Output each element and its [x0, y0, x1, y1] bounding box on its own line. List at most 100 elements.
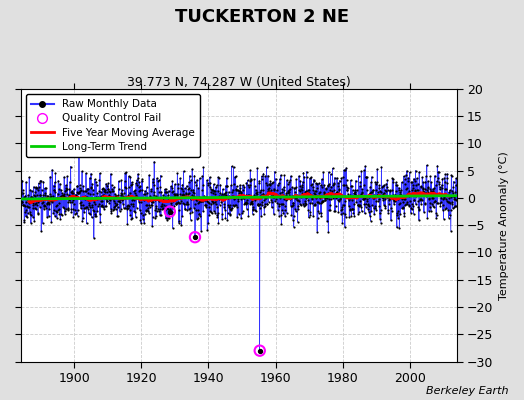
Point	[122, 185, 130, 192]
Point	[217, 196, 226, 202]
Point	[83, 204, 91, 210]
Point	[48, 198, 57, 205]
Point	[38, 195, 47, 202]
Point	[377, 194, 386, 200]
Point	[252, 208, 260, 214]
Point	[403, 184, 412, 191]
Point	[316, 193, 324, 200]
Point	[325, 196, 333, 202]
Point	[430, 184, 439, 191]
Point	[49, 182, 58, 189]
Point	[250, 206, 259, 213]
Point	[397, 186, 405, 193]
Point	[422, 173, 430, 179]
Point	[195, 175, 204, 181]
Point	[243, 197, 251, 203]
Point	[176, 199, 184, 206]
Point	[320, 191, 329, 198]
Point	[85, 204, 94, 210]
Point	[428, 200, 436, 207]
Point	[254, 201, 262, 207]
Point	[105, 192, 114, 198]
Point	[263, 182, 271, 188]
Point	[199, 164, 208, 170]
Point	[198, 198, 206, 204]
Point	[169, 198, 178, 204]
Point	[129, 195, 137, 201]
Point	[52, 195, 61, 201]
Point	[55, 186, 63, 193]
Point	[444, 214, 453, 221]
Point	[336, 196, 345, 202]
Point	[94, 203, 102, 209]
Point	[430, 198, 439, 204]
Point	[382, 180, 390, 187]
Point	[373, 179, 381, 186]
Point	[38, 220, 47, 226]
Point	[312, 194, 320, 201]
Point	[401, 181, 410, 187]
Point	[119, 194, 128, 201]
Point	[192, 194, 200, 201]
Point	[275, 213, 283, 219]
Point	[370, 211, 378, 217]
Point	[61, 210, 69, 217]
Point	[379, 190, 388, 197]
Point	[332, 195, 340, 201]
Point	[346, 206, 354, 212]
Point	[88, 214, 96, 220]
Point	[319, 169, 328, 176]
Point	[143, 189, 151, 196]
Point	[356, 202, 365, 208]
Point	[412, 190, 421, 196]
Point	[427, 188, 435, 194]
Point	[258, 202, 266, 208]
Point	[323, 193, 331, 200]
Point	[31, 189, 40, 195]
Point	[223, 175, 231, 181]
Point	[369, 187, 377, 194]
Point	[314, 180, 323, 186]
Point	[112, 193, 120, 199]
Point	[313, 215, 322, 221]
Point	[165, 215, 173, 222]
Point	[216, 195, 224, 202]
Point	[246, 199, 255, 205]
Point	[210, 188, 219, 194]
Point	[77, 199, 85, 205]
Point	[366, 212, 374, 219]
Point	[174, 181, 182, 187]
Point	[75, 189, 83, 196]
Point	[385, 201, 393, 207]
Point	[101, 188, 110, 195]
Point	[392, 211, 401, 218]
Point	[128, 197, 136, 203]
Point	[347, 183, 355, 189]
Point	[155, 198, 163, 204]
Point	[307, 192, 315, 198]
Point	[58, 192, 67, 199]
Point	[294, 202, 302, 209]
Point	[39, 178, 48, 185]
Point	[144, 208, 152, 214]
Point	[60, 174, 68, 180]
Point	[20, 217, 29, 224]
Point	[410, 196, 419, 203]
Point	[164, 206, 172, 212]
Point	[333, 188, 342, 195]
Point	[64, 197, 73, 203]
Point	[208, 189, 216, 196]
Point	[324, 182, 332, 188]
Point	[40, 202, 49, 208]
Point	[351, 188, 359, 195]
Point	[318, 176, 326, 182]
Point	[60, 204, 68, 211]
Point	[257, 213, 266, 219]
Point	[244, 192, 252, 199]
Point	[80, 188, 89, 194]
Point	[388, 179, 397, 185]
Point	[155, 177, 163, 184]
Point	[298, 182, 307, 188]
Point	[272, 192, 281, 198]
Y-axis label: Temperature Anomaly (°C): Temperature Anomaly (°C)	[499, 151, 509, 300]
